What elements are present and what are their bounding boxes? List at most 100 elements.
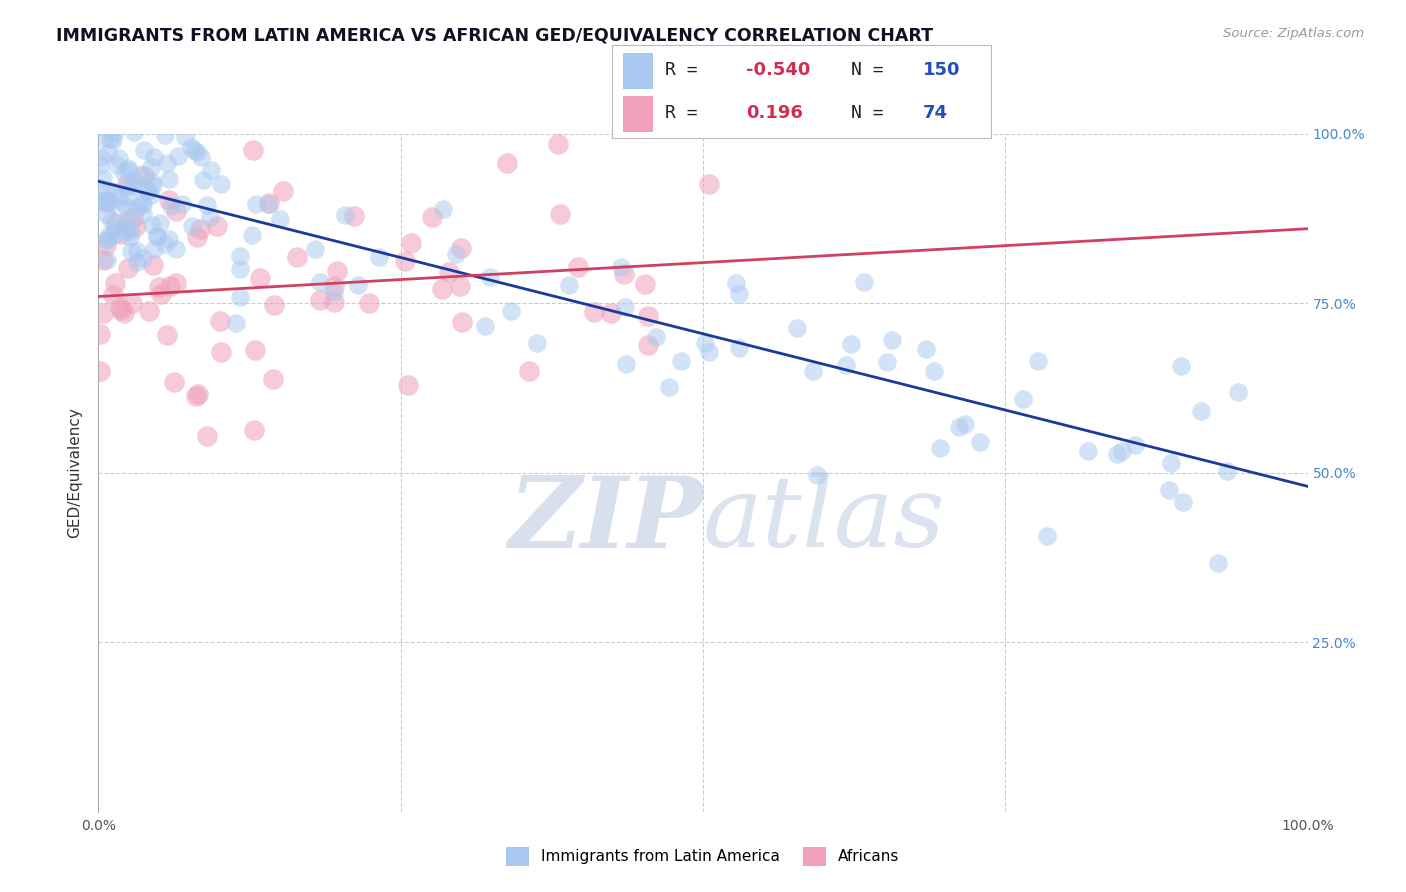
Point xyxy=(91,253,114,268)
Point xyxy=(122,173,145,187)
Point xyxy=(263,298,285,312)
Point xyxy=(1012,392,1035,406)
Point xyxy=(103,220,125,235)
Point xyxy=(1206,557,1229,571)
Text: 74: 74 xyxy=(922,104,948,122)
Point xyxy=(249,270,271,285)
Point xyxy=(948,419,970,434)
Point xyxy=(96,232,118,246)
Point xyxy=(91,306,114,320)
Point xyxy=(156,327,179,342)
Point xyxy=(127,200,149,214)
Point xyxy=(613,300,636,314)
Point xyxy=(132,207,155,221)
Point xyxy=(211,178,233,192)
Point xyxy=(115,178,138,192)
Point xyxy=(98,183,121,197)
Point xyxy=(145,228,167,243)
Point xyxy=(157,193,180,207)
Point xyxy=(142,258,165,272)
Bar xyxy=(623,96,654,132)
Point xyxy=(155,113,177,128)
Point xyxy=(155,156,177,170)
Text: IMMIGRANTS FROM LATIN AMERICA VS AFRICAN GED/EQUIVALENCY CORRELATION CHART: IMMIGRANTS FROM LATIN AMERICA VS AFRICAN… xyxy=(56,27,934,45)
Point xyxy=(285,250,308,264)
Text: atlas: atlas xyxy=(703,473,946,568)
Point xyxy=(135,183,157,197)
Point xyxy=(107,113,129,128)
Point xyxy=(343,209,366,223)
Text: Source: ZipAtlas.com: Source: ZipAtlas.com xyxy=(1223,27,1364,40)
Point xyxy=(728,341,751,355)
Point xyxy=(637,310,659,324)
Point xyxy=(969,434,991,449)
Point xyxy=(399,236,422,251)
Point xyxy=(93,131,115,145)
Point xyxy=(728,287,751,301)
Point xyxy=(420,210,443,224)
Point xyxy=(110,227,132,242)
Point xyxy=(111,219,134,234)
Point xyxy=(323,295,346,310)
Point xyxy=(132,197,155,211)
Text: 150: 150 xyxy=(922,61,960,78)
Point xyxy=(243,423,266,437)
Point xyxy=(671,354,693,368)
Point xyxy=(131,195,153,210)
Point xyxy=(915,343,938,357)
Point xyxy=(89,364,111,378)
Point xyxy=(94,194,117,208)
Point xyxy=(118,229,141,244)
Point xyxy=(103,228,125,243)
Point xyxy=(180,140,202,154)
Point xyxy=(159,199,181,213)
Legend: Immigrants from Latin America, Africans: Immigrants from Latin America, Africans xyxy=(501,841,905,871)
Point xyxy=(695,335,717,350)
Point xyxy=(148,280,170,294)
Point xyxy=(262,372,284,386)
Point xyxy=(122,125,145,139)
Point xyxy=(257,197,280,211)
Point xyxy=(1170,359,1192,373)
Point xyxy=(117,161,139,175)
Point xyxy=(209,314,232,328)
Point xyxy=(107,190,129,204)
Point xyxy=(801,364,824,378)
Bar xyxy=(623,53,654,88)
Point xyxy=(786,321,808,335)
Point xyxy=(186,230,208,244)
Point xyxy=(928,441,950,455)
Y-axis label: GED/Equivalency: GED/Equivalency xyxy=(67,408,83,538)
Point xyxy=(105,158,128,172)
Point xyxy=(96,238,118,252)
Point xyxy=(558,277,581,292)
Point xyxy=(142,242,165,256)
Point xyxy=(157,232,180,246)
Point xyxy=(114,166,136,180)
Point xyxy=(614,358,637,372)
Point xyxy=(91,120,114,134)
Point xyxy=(174,129,197,144)
Point xyxy=(1189,403,1212,417)
Point xyxy=(98,132,121,146)
Point xyxy=(225,316,247,330)
Point xyxy=(495,156,517,170)
Point xyxy=(141,187,163,202)
Point xyxy=(359,296,381,310)
Point xyxy=(124,220,146,235)
Point xyxy=(89,181,111,195)
Point xyxy=(138,303,160,318)
Point xyxy=(89,326,111,341)
Point xyxy=(1107,447,1129,461)
Point xyxy=(806,468,828,483)
Point xyxy=(1111,444,1133,458)
Point xyxy=(150,287,173,301)
Point xyxy=(90,150,112,164)
Point xyxy=(242,143,264,157)
Point xyxy=(98,194,121,208)
Point xyxy=(141,175,163,189)
Point xyxy=(333,208,356,222)
Point xyxy=(110,300,132,314)
Point xyxy=(547,137,569,152)
Point xyxy=(103,288,125,302)
